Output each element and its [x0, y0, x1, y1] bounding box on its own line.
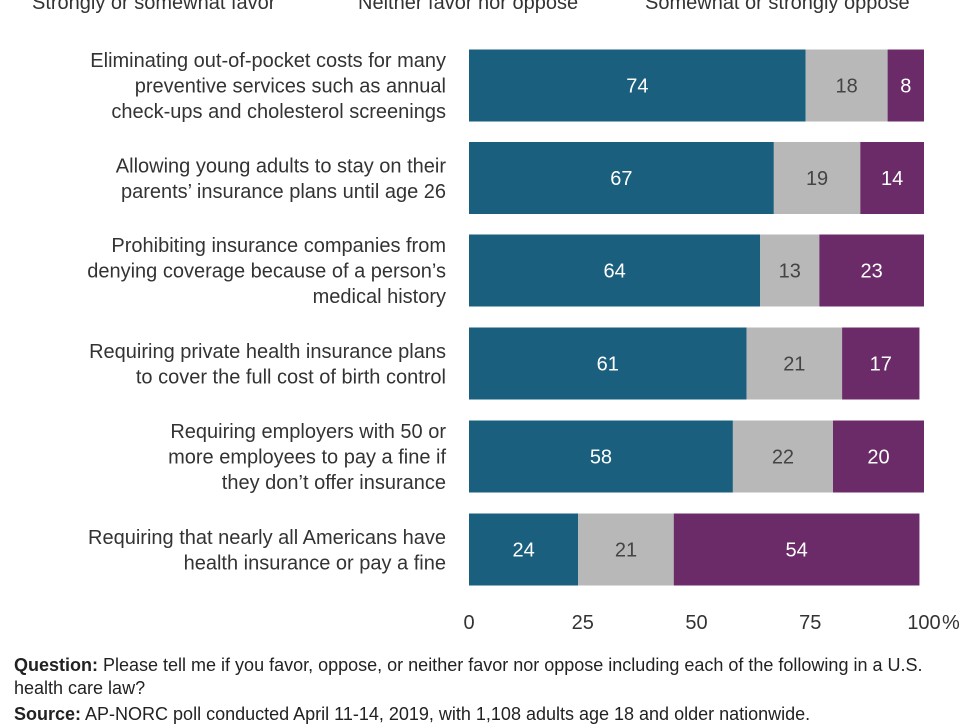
category-label-4-line-1: Requiring private health insurance plans	[89, 341, 446, 363]
bar-2-segment-1	[469, 142, 774, 214]
bar-6-segment-2	[578, 513, 674, 586]
category-label-3-line-2: denying coverage because of a person’s	[87, 261, 446, 283]
bar-6-segment-1	[469, 513, 579, 586]
category-label-1-line-3: check-ups and cholesterol screenings	[111, 101, 446, 123]
data-label-5-3: 20	[867, 447, 889, 469]
bar-1-segment-1	[469, 49, 806, 122]
legend-label-1: Strongly or somewhat favor	[32, 0, 276, 14]
question-label: Question:	[14, 655, 98, 675]
data-label-6-3: 54	[785, 540, 807, 562]
bar-5-segment-2	[732, 420, 833, 493]
category-label-1-line-1: Eliminating out-of-pocket costs for many	[90, 50, 446, 72]
category-label-1-line-2: preventive services such as annual	[135, 76, 446, 98]
bar-6-segment-3	[673, 513, 920, 586]
data-label-1-1: 74	[626, 76, 648, 98]
source-text: AP-NORC poll conducted April 11-14, 2019…	[81, 704, 811, 724]
bar-1-segment-2	[805, 49, 888, 122]
bar-4-segment-1	[469, 327, 747, 400]
bar-3-segment-2	[760, 234, 820, 307]
category-label-5-line-3: they don’t offer insurance	[222, 472, 446, 494]
bar-4-segment-3	[842, 327, 920, 400]
category-label-5-line-1: Requiring employers with 50 or	[170, 421, 446, 443]
bar-3-segment-3	[819, 234, 924, 307]
data-label-5-1: 58	[590, 447, 612, 469]
x-tick-label-1: 0	[463, 612, 474, 634]
data-label-2-1: 67	[610, 168, 632, 190]
x-tick-label-3: 50	[685, 612, 707, 634]
category-label-2-line-1: Allowing young adults to stay on their	[116, 155, 447, 177]
data-label-2-3: 14	[881, 168, 903, 190]
source-label: Source:	[14, 704, 82, 724]
x-tick-label-4: 75	[799, 612, 821, 634]
data-label-2-2: 19	[806, 168, 828, 190]
data-label-3-3: 23	[861, 261, 883, 283]
question-note: Question: Please tell me if you favor, o…	[14, 654, 966, 700]
category-label-2-line-2: parents’ insurance plans until age 26	[121, 181, 446, 203]
data-label-1-2: 18	[836, 76, 858, 98]
bar-1-segment-3	[887, 49, 924, 122]
x-tick-label-2: 25	[572, 612, 594, 634]
data-label-6-1: 24	[512, 540, 534, 562]
data-label-6-2: 21	[615, 540, 637, 562]
data-label-5-2: 22	[772, 447, 794, 469]
x-axis-unit: %	[942, 612, 960, 634]
bar-2-segment-3	[860, 142, 924, 214]
legend-label-2: Neither favor nor oppose	[358, 0, 578, 14]
category-label-6-line-1: Requiring that nearly all Americans have	[88, 527, 446, 549]
category-label-6-line-2: health insurance or pay a fine	[184, 552, 446, 574]
bar-2-segment-2	[773, 142, 861, 214]
data-label-3-1: 64	[603, 261, 625, 283]
data-label-4-3: 17	[870, 354, 892, 376]
x-tick-label-5: 100	[907, 612, 940, 634]
data-label-1-3: 8	[900, 76, 911, 98]
bar-5-segment-3	[833, 420, 924, 493]
source-note: Source: AP-NORC poll conducted April 11-…	[14, 703, 966, 726]
category-label-3-line-3: medical history	[313, 286, 446, 308]
data-label-3-2: 13	[779, 261, 801, 283]
category-label-3-line-1: Prohibiting insurance companies from	[111, 235, 446, 257]
bar-3-segment-1	[469, 234, 761, 307]
legend-label-3: Somewhat or strongly oppose	[645, 0, 910, 14]
question-text: Please tell me if you favor, oppose, or …	[14, 655, 923, 698]
bar-5-segment-1	[469, 420, 733, 493]
data-label-4-2: 21	[783, 354, 805, 376]
data-label-4-1: 61	[597, 354, 619, 376]
category-label-5-line-2: more employees to pay a fine if	[168, 447, 446, 469]
category-label-4-line-2: to cover the full cost of birth control	[136, 366, 446, 388]
bar-4-segment-2	[746, 327, 843, 400]
